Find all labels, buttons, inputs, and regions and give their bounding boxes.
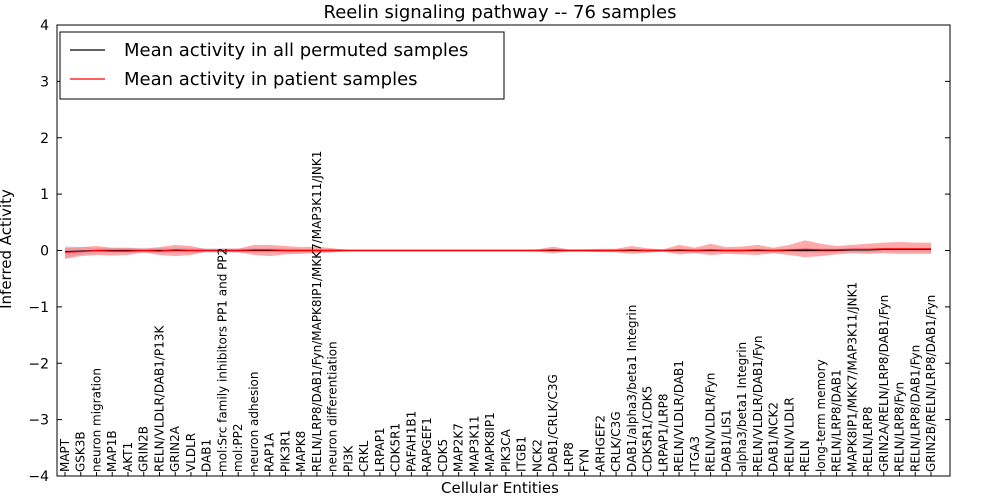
- x-tick-label: ITGB1: [515, 436, 529, 472]
- x-tick-label: GRIN2B/RELN/LRP8/DAB1/Fyn: [924, 295, 938, 472]
- x-tick-label: CDK5R1/CDK5: [641, 386, 655, 472]
- x-tick-label: DAB1/CRLK/C3G: [546, 374, 560, 472]
- x-tick-label: RELN/VLDLR/Fyn: [704, 373, 718, 472]
- x-tick-label: RELN/LRP8/DAB1/Fyn/MAPK8IP1/MKK7/MAP3K11…: [310, 151, 324, 472]
- x-tick-label: GRIN2A/RELN/LRP8/DAB1/Fyn: [877, 295, 891, 472]
- x-tick-label: MAPK8IP1: [483, 412, 497, 472]
- y-tick-label: 1: [40, 187, 49, 203]
- x-tick-label: GSK3B: [74, 431, 88, 472]
- legend-label-patient: Mean activity in patient samples: [124, 69, 418, 90]
- x-tick-label: VLDLR: [184, 433, 198, 472]
- x-tick-label: RELN/LRP8/DAB1/Fyn: [908, 345, 922, 472]
- x-tick-label: MAP1B: [105, 430, 119, 472]
- x-tick-label: DAB1/NCK2: [767, 402, 781, 472]
- y-tick-label: −2: [28, 356, 49, 372]
- x-tick-label: MAP2K7: [452, 423, 466, 472]
- x-tick-label: mol:Src family inhibitors PP1 and PP2: [215, 248, 229, 472]
- x-tick-label: CDK5: [436, 439, 450, 472]
- x-tick-label: RELN/VLDLR: [782, 397, 796, 472]
- legend-label-permuted: Mean activity in all permuted samples: [124, 40, 468, 61]
- x-axis-label: Cellular Entities: [441, 479, 559, 497]
- chart-title: Reelin signaling pathway -- 76 samples: [324, 2, 677, 23]
- x-tick-label: LRP8: [562, 442, 576, 472]
- y-axis-label: Inferred Activity: [0, 189, 15, 309]
- x-tick-label: ARHGEF2: [593, 415, 607, 472]
- x-tick-label: RELN/LRP8: [861, 406, 875, 472]
- x-tick-label: neuron migration: [89, 368, 103, 472]
- x-tick-label: RELN/LRP8/Fyn: [893, 382, 907, 472]
- y-tick-label: −3: [28, 413, 49, 429]
- band-patient: [65, 240, 931, 259]
- x-tick-label: FYN: [578, 449, 592, 472]
- y-tick-label: 4: [40, 18, 49, 34]
- x-tick-label: RELN/VLDLR/DAB1: [672, 360, 686, 472]
- x-tick-label: mol:PP2: [231, 423, 245, 472]
- x-tick-label: DAB1: [200, 439, 214, 472]
- x-tick-label: RAPGEF1: [420, 417, 434, 472]
- y-tick-label: 3: [40, 74, 49, 90]
- legend-box: [59, 31, 505, 100]
- x-tick-label: neuron differentiation: [326, 341, 340, 472]
- x-tick-label: PAFAH1B1: [404, 411, 418, 472]
- x-tick-label: MAPK8IP1/MKK7/MAP3K11/JNK1: [845, 282, 859, 472]
- y-tick-label: 0: [40, 244, 49, 260]
- x-tick-label: RAP1A: [263, 432, 277, 472]
- y-tick-label: −1: [28, 300, 49, 316]
- x-tick-label: PIK3R1: [278, 430, 292, 472]
- x-tick-label: RELN/VLDLR/DAB1/Fyn: [751, 336, 765, 472]
- x-tick-label: LRPAP1/LRP8: [656, 393, 670, 472]
- y-tick-label: −4: [28, 469, 49, 485]
- x-tick-label: long-term memory: [814, 359, 828, 472]
- x-tick-label: DAB1/LIS1: [719, 409, 733, 472]
- x-tick-label: CRLK/C3G: [609, 411, 623, 472]
- x-tick-label: RELN/LRP8/DAB1: [830, 369, 844, 472]
- x-tick-label: RELN: [798, 440, 812, 472]
- x-tick-label: neuron adhesion: [247, 371, 261, 472]
- x-tick-label: DAB1/alpha3/beta1 Integrin: [625, 305, 639, 472]
- legend: Mean activity in all permuted samples Me…: [59, 31, 505, 100]
- x-tick-label: GRIN2B: [137, 426, 151, 472]
- x-tick-label: CRKL: [357, 440, 371, 472]
- x-tick-label: RELN/VLDLR/DAB1/P13K: [152, 325, 166, 472]
- plot-frame: [56, 24, 951, 477]
- x-tick-label: PIK3CA: [499, 428, 513, 472]
- x-tick-label: MAPT: [58, 438, 72, 472]
- x-tick-label: CDK5R1: [389, 423, 403, 472]
- line-patient: [64, 248, 931, 253]
- x-tick-label: PI3K: [341, 445, 355, 472]
- x-tick-label: AKT1: [121, 442, 135, 472]
- x-tick-label: LRPAP1: [373, 427, 387, 472]
- x-tick-label: alpha3/beta1 Integrin: [735, 342, 749, 472]
- x-tick-label: GRIN2A: [168, 425, 182, 472]
- x-tick-label: ITGA3: [688, 436, 702, 472]
- x-tick-label: MAPK8: [294, 431, 308, 472]
- x-tick-label: NCK2: [530, 439, 544, 472]
- y-tick-label: 2: [40, 131, 49, 147]
- x-tick-label: MAP3K11: [467, 415, 481, 472]
